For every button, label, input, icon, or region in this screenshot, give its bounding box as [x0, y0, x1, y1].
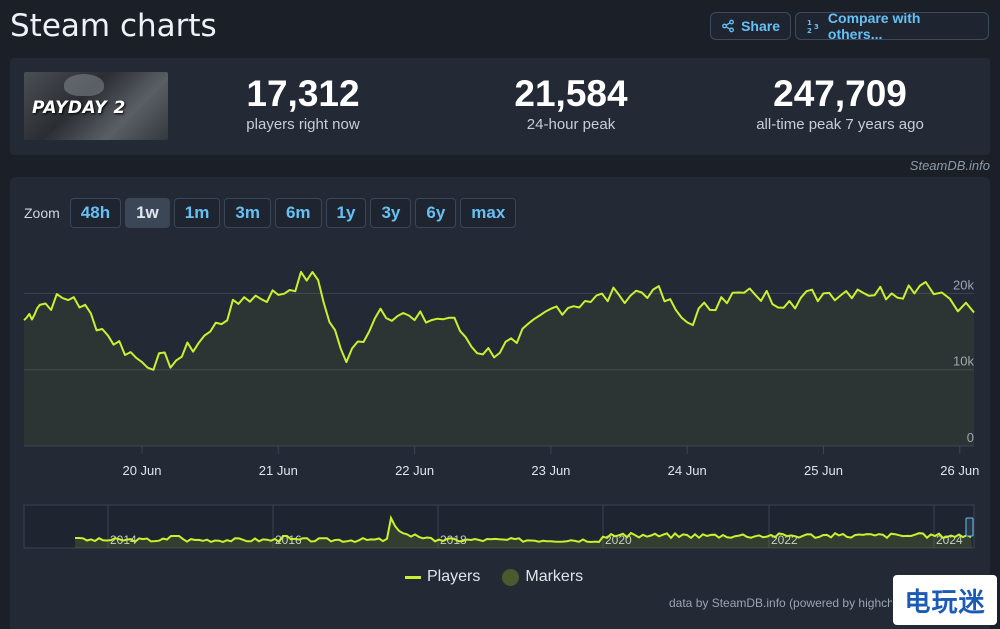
mask-graphic	[64, 74, 104, 96]
chart-legend: Players Markers	[405, 568, 595, 586]
players-series-line	[23, 270, 975, 371]
stat-24h-peak: 21,584 24-hour peak	[486, 73, 656, 134]
stat-all-time-peak: 247,709 all-time peak 7 years ago	[730, 73, 950, 134]
x-tick-label: 23 Jun	[531, 463, 570, 478]
navigator-tick-label: 2022	[771, 533, 798, 547]
legend-item-markers[interactable]: Markers	[502, 568, 583, 586]
y-tick-label: 20k	[953, 277, 974, 292]
game-logo[interactable]: PAYDAY 2	[24, 72, 168, 140]
zoom-button-6m[interactable]: 6m	[274, 198, 322, 228]
zoom-button-1y[interactable]: 1y	[325, 198, 367, 228]
y-tick-label: 10k	[953, 354, 974, 369]
legend-label: Markers	[525, 568, 584, 585]
x-tick-label: 21 Jun	[259, 463, 298, 478]
navigator-tick-label: 2018	[440, 533, 467, 547]
zoom-controls: Zoom 48h 1w 1m 3m 6m 1y 3y 6y max	[24, 198, 517, 228]
stat-label: players right now	[246, 116, 360, 133]
site-watermark: 电玩迷	[893, 575, 997, 625]
share-icon	[722, 19, 734, 33]
svg-text:3: 3	[814, 23, 819, 31]
x-tick-label: 25 Jun	[804, 463, 843, 478]
markers-swatch	[502, 568, 520, 586]
compare-button[interactable]: 1 2 3 Compare with others...	[795, 10, 989, 42]
compare-label: Compare with others...	[827, 10, 921, 42]
x-tick-label: 20 Jun	[122, 463, 161, 478]
zoom-button-6y[interactable]: 6y	[415, 198, 457, 228]
y-tick-label: 0	[967, 430, 974, 445]
x-tick-label: 22 Jun	[395, 463, 434, 478]
stat-current-players: 17,312 players right now	[228, 73, 378, 134]
zoom-label: Zoom	[24, 205, 60, 221]
series-area	[24, 271, 974, 446]
share-label: Share	[741, 18, 780, 34]
share-button[interactable]: Share	[710, 12, 791, 40]
zoom-button-48h[interactable]: 48h	[69, 198, 122, 228]
compare-icon: 1 2 3	[807, 19, 819, 34]
chart-credit[interactable]: data by SteamDB.info (powered by highcha…	[669, 596, 892, 610]
legend-item-players[interactable]: Players	[405, 568, 480, 586]
stat-value: 21,584	[514, 73, 628, 114]
legend-label: Players	[427, 568, 481, 585]
x-tick-label: 26 Jun	[940, 463, 979, 478]
players-swatch	[405, 575, 421, 579]
navigator-handle	[965, 517, 974, 537]
stat-value: 17,312	[246, 73, 360, 114]
game-logo-text: PAYDAY 2	[32, 98, 126, 118]
zoom-button-max[interactable]: max	[460, 198, 517, 228]
stats-panel: PAYDAY 2 17,312 players right now 21,584…	[10, 58, 990, 155]
watermark-text: 电玩迷	[904, 587, 986, 618]
navigator-panel	[23, 504, 975, 549]
page-title: Steam charts	[10, 8, 217, 44]
navigator-series-line	[75, 514, 972, 544]
zoom-button-1m[interactable]: 1m	[173, 198, 221, 228]
stat-label: all-time peak 7 years ago	[756, 116, 924, 133]
stat-label: 24-hour peak	[526, 116, 616, 133]
steamdb-credit[interactable]: SteamDB.info	[909, 158, 990, 173]
svg-text:2: 2	[807, 27, 812, 34]
zoom-button-3y[interactable]: 3y	[370, 198, 412, 228]
x-tick-label: 24 Jun	[668, 463, 707, 478]
zoom-button-1w[interactable]: 1w	[125, 198, 170, 228]
zoom-button-3m[interactable]: 3m	[224, 198, 271, 228]
svg-text:1: 1	[807, 19, 812, 27]
chart-panel	[10, 177, 990, 629]
stat-value: 247,709	[773, 73, 907, 114]
